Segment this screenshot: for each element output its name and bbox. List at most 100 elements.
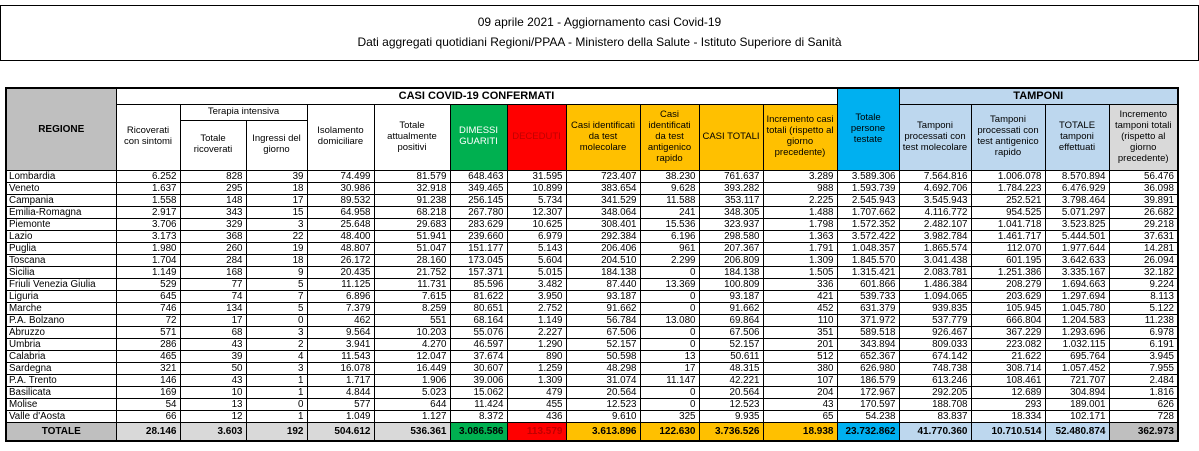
cell-tamponi_antigenico: 18.334: [970, 409, 1046, 423]
cell-deceduti: 1.309: [506, 373, 567, 387]
header-persone-testate: Totale persone testate: [836, 87, 900, 171]
cell-totale_tamponi: 52.480.874: [1044, 421, 1110, 442]
cell-terapia_totale_ricoverati: 13: [179, 397, 247, 411]
cell-casi_test_antigenico: 13.369: [639, 277, 700, 291]
cell-dimessi_guariti: 85.596: [449, 277, 508, 291]
cell-isolamento_domiciliare: 16.078: [306, 361, 375, 375]
cell-terapia_ingressi_giorno: 15: [245, 205, 308, 219]
cell-totale_persone_testate: 186.579: [836, 373, 900, 387]
cell-tamponi_molecolare: 188.708: [898, 397, 972, 411]
cell-isolamento_domiciliare: 462: [306, 313, 375, 327]
cell-isolamento_domiciliare: 6.896: [306, 289, 375, 303]
region-name: Lombardia: [5, 169, 117, 183]
region-row: Basilicata 169 10 1 4.844 5.023 15.062 479 20.56…: [5, 385, 1179, 399]
cell-casi_test_antigenico: 961: [639, 241, 700, 255]
cell-ricoverati_sintomi: 529: [115, 277, 181, 291]
cell-totale_tamponi: 721.707: [1044, 373, 1110, 387]
cell-casi_totali: 50.611: [698, 349, 764, 363]
cell-terapia_totale_ricoverati: 39: [179, 349, 247, 363]
cell-tamponi_antigenico: 1.041.718: [970, 217, 1046, 231]
cell-casi_totali: 348.305: [698, 205, 764, 219]
cell-dimessi_guariti: 349.465: [449, 181, 508, 195]
cell-ricoverati_sintomi: 571: [115, 325, 181, 339]
cell-tamponi_molecolare: 3.041.438: [898, 253, 972, 267]
cell-casi_test_molecolare: 87.440: [565, 277, 641, 291]
cell-isolamento_domiciliare: 3.941: [306, 337, 375, 351]
cell-totale_persone_testate: 539.733: [836, 289, 900, 303]
cell-tamponi_antigenico: 223.082: [970, 337, 1046, 351]
cell-isolamento_domiciliare: 48.807: [306, 241, 375, 255]
cell-ricoverati_sintomi: 6.252: [115, 169, 181, 183]
region-row: Piemonte 3.706 329 3 25.648 29.683 283.629 10.6…: [5, 217, 1179, 231]
cell-tamponi_molecolare: 3.545.943: [898, 193, 972, 207]
region-name: Piemonte: [5, 217, 117, 231]
cell-totale_attualmente_positivi: 16.449: [373, 361, 451, 375]
cell-incremento_casi_totali: 107: [762, 373, 838, 387]
cell-totale_persone_testate: 652.367: [836, 349, 900, 363]
cell-casi_test_molecolare: 348.064: [565, 205, 641, 219]
cell-casi_totali: 100.809: [698, 277, 764, 291]
cell-totale_persone_testate: 1.593.739: [836, 181, 900, 195]
cell-tamponi_molecolare: 83.837: [898, 409, 972, 423]
region-name: Lazio: [5, 229, 117, 243]
cell-incremento_casi_totali: 43: [762, 397, 838, 411]
cell-terapia_totale_ricoverati: 148: [179, 193, 247, 207]
cell-casi_test_antigenico: 9.628: [639, 181, 700, 195]
header-ricoverati-sintomi: Ricoverati con sintomi: [115, 103, 181, 171]
cell-incremento_tamponi: 1.816: [1108, 385, 1179, 399]
region-name: Campania: [5, 193, 117, 207]
header-tamponi-antigenico: Tamponi processati con test antigenico r…: [970, 103, 1046, 171]
cell-incremento_casi_totali: 1.505: [762, 265, 838, 279]
cell-incremento_tamponi: 26.094: [1108, 253, 1179, 267]
cell-ricoverati_sintomi: 3.706: [115, 217, 181, 231]
cell-incremento_tamponi: 6.191: [1108, 337, 1179, 351]
cell-casi_test_antigenico: 38.230: [639, 169, 700, 183]
cell-deceduti: 12.307: [506, 205, 567, 219]
cell-incremento_tamponi: 37.631: [1108, 229, 1179, 243]
header-casi-antigenico: Casi identificati da test antigenico rap…: [639, 103, 700, 171]
cell-ricoverati_sintomi: 1.704: [115, 253, 181, 267]
cell-casi_test_molecolare: 52.157: [565, 337, 641, 351]
cell-casi_test_molecolare: 3.613.896: [565, 421, 641, 442]
cell-ricoverati_sintomi: 746: [115, 301, 181, 315]
cell-terapia_totale_ricoverati: 295: [179, 181, 247, 195]
region-name: Friuli Venezia Giulia: [5, 277, 117, 291]
cell-ricoverati_sintomi: 3.173: [115, 229, 181, 243]
cell-incremento_casi_totali: 421: [762, 289, 838, 303]
region-name: Veneto: [5, 181, 117, 195]
cell-incremento_casi_totali: 380: [762, 361, 838, 375]
cell-ricoverati_sintomi: 169: [115, 385, 181, 399]
cell-isolamento_domiciliare: 11.543: [306, 349, 375, 363]
cell-terapia_ingressi_giorno: 7: [245, 289, 308, 303]
cell-tamponi_molecolare: 292.205: [898, 385, 972, 399]
cell-terapia_totale_ricoverati: 343: [179, 205, 247, 219]
cell-casi_test_antigenico: 122.630: [639, 421, 700, 442]
cell-terapia_totale_ricoverati: 134: [179, 301, 247, 315]
cell-isolamento_domiciliare: 11.125: [306, 277, 375, 291]
cell-tamponi_molecolare: 537.779: [898, 313, 972, 327]
cell-isolamento_domiciliare: 577: [306, 397, 375, 411]
header-terapia-intensiva: Terapia intensiva: [179, 103, 308, 121]
cell-totale_attualmente_positivi: 551: [373, 313, 451, 327]
cell-deceduti: 2.752: [506, 301, 567, 315]
cell-casi_test_antigenico: 2.299: [639, 253, 700, 267]
region-row: Puglia 1.980 260 19 48.807 51.047 151.177 5.143…: [5, 241, 1179, 255]
cell-terapia_totale_ricoverati: 17: [179, 313, 247, 327]
cell-tamponi_antigenico: 601.195: [970, 253, 1046, 267]
cell-deceduti: 10.625: [506, 217, 567, 231]
cell-deceduti: 1.259: [506, 361, 567, 375]
cell-totale_attualmente_positivi: 4.270: [373, 337, 451, 351]
cell-dimessi_guariti: 8.372: [449, 409, 508, 423]
cell-tamponi_antigenico: 203.629: [970, 289, 1046, 303]
cell-tamponi_antigenico: 1.251.386: [970, 265, 1046, 279]
region-row: Umbria 286 43 2 3.941 4.270 46.597 1.290 52.157 0…: [5, 337, 1179, 351]
cell-casi_test_antigenico: 325: [639, 409, 700, 423]
cell-casi_totali: 207.367: [698, 241, 764, 255]
cell-dimessi_guariti: 39.006: [449, 373, 508, 387]
region-name: Molise: [5, 397, 117, 411]
cell-deceduti: 436: [506, 409, 567, 423]
cell-tamponi_antigenico: 105.945: [970, 301, 1046, 315]
cell-tamponi_molecolare: 4.692.706: [898, 181, 972, 195]
cell-totale_persone_testate: 3.572.422: [836, 229, 900, 243]
cell-totale_persone_testate: 1.315.421: [836, 265, 900, 279]
